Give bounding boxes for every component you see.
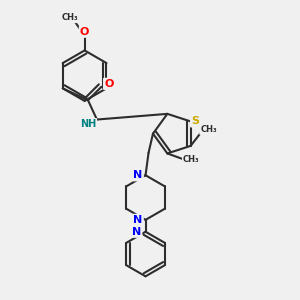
Text: O: O [80,27,89,37]
Text: CH₃: CH₃ [183,155,200,164]
Text: CH₃: CH₃ [61,13,78,22]
Text: S: S [191,116,199,126]
Text: O: O [104,79,113,89]
Text: N: N [132,227,141,237]
Text: CH₃: CH₃ [200,125,217,134]
Text: N: N [134,215,143,225]
Text: NH: NH [80,119,96,129]
Text: N: N [134,170,143,180]
